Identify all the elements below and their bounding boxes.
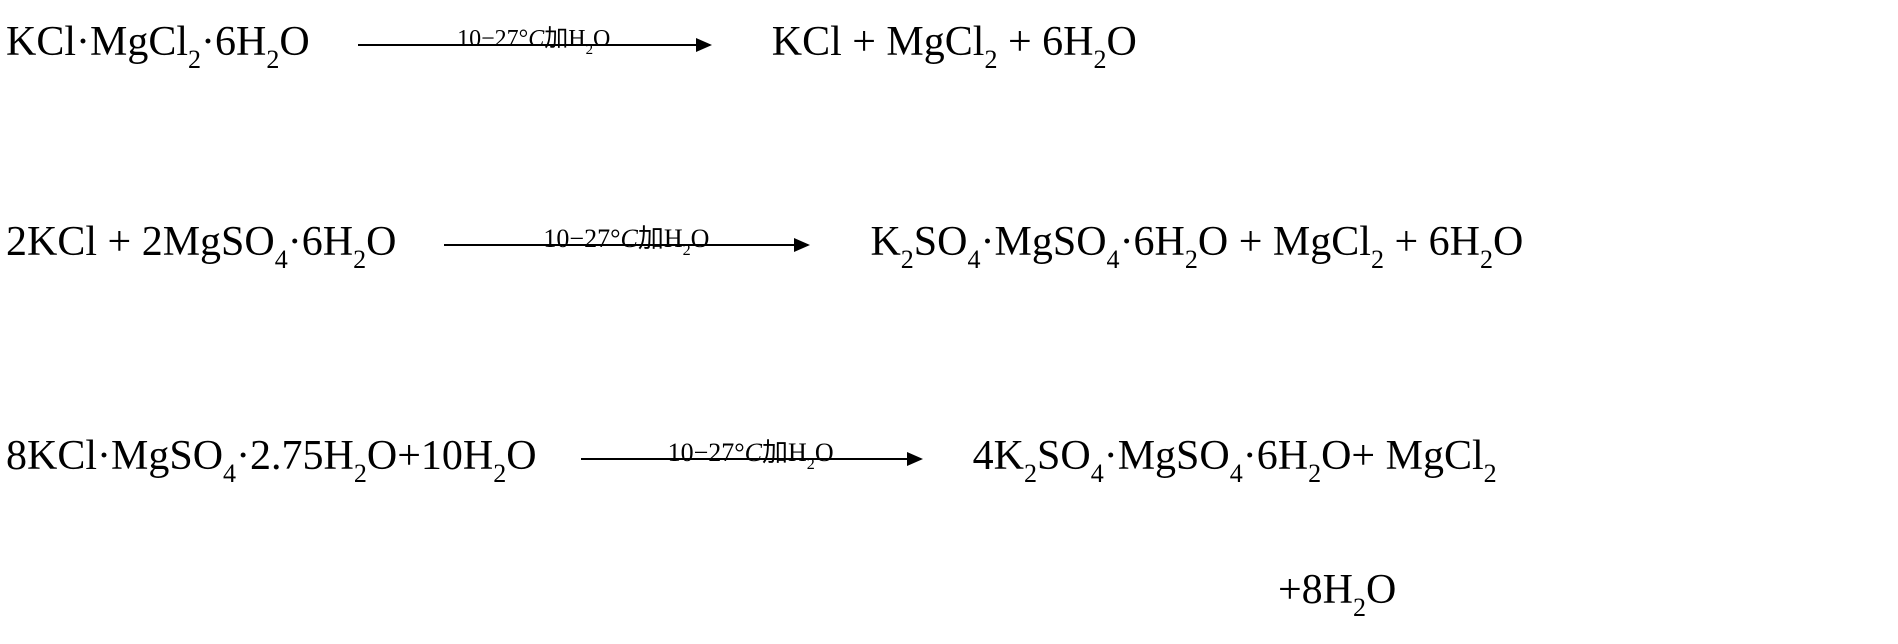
subscript: 2 (1024, 459, 1037, 488)
formula-text: ·MgSO (981, 219, 1107, 265)
formula-text: C (745, 438, 762, 467)
equation-rhs: KCl + MgCl2 + 6H2O (772, 18, 1137, 71)
subscript: 2 (493, 459, 506, 488)
formula-text: + 6H (1384, 219, 1480, 265)
equation-row: 8KCl·MgSO4·2.75H2O+10H2O10−27°C加H2O4K2SO… (6, 432, 1898, 485)
formula-text: 10−27° (457, 26, 528, 52)
arrow-condition-label: 10−27°C加H2O (444, 218, 808, 258)
reaction-arrow: 10−27°C加H2O (444, 244, 808, 246)
page: KCl·MgCl2·6H2O10−27°C加H2OKCl + MgCl2 + 6… (0, 0, 1898, 644)
formula-text: +8H (1278, 567, 1353, 613)
subscript: 2 (353, 245, 366, 274)
arrow-condition-label: 10−27°C加H2O (581, 432, 921, 472)
formula-text: 4K (973, 433, 1024, 479)
subscript: 2 (1484, 459, 1497, 488)
equation-rhs-continuation: +8H2O (1278, 566, 1898, 619)
arrow-line (581, 458, 921, 460)
formula-text: O (1366, 567, 1396, 613)
formula-text: 10−27° (668, 438, 745, 467)
subscript: 2 (1308, 459, 1321, 488)
formula-text: ·6H (201, 19, 266, 65)
subscript: 4 (1107, 245, 1120, 274)
formula-text: C (528, 26, 544, 52)
reaction-arrow: 10−27°C加H2O (581, 458, 921, 460)
subscript: 4 (1091, 459, 1104, 488)
subscript: 2 (354, 459, 367, 488)
formula-text: + 6H (997, 19, 1093, 65)
equation-lhs: 8KCl·MgSO4·2.75H2O+10H2O (6, 432, 537, 485)
equation-row: 2KCl + 2MgSO4·6H2O10−27°C加H2OK2SO4·MgSO4… (6, 218, 1898, 271)
arrow-head-icon (696, 38, 712, 52)
formula-text: O+ MgCl (1321, 433, 1484, 479)
subscript: 2 (188, 45, 201, 74)
formula-text: SO (1037, 433, 1091, 479)
formula-text: O (1107, 19, 1137, 65)
subscript: 4 (1230, 459, 1243, 488)
equation-row: KCl·MgCl2·6H2O10−27°C加H2OKCl + MgCl2 + 6… (6, 18, 1898, 71)
subscript: 2 (1371, 245, 1384, 274)
formula-text: O (815, 438, 834, 467)
subscript: 2 (1480, 245, 1493, 274)
arrow-line (358, 44, 710, 46)
subscript: 2 (1185, 245, 1198, 274)
formula-text: O (1493, 219, 1523, 265)
formula-text: O (506, 433, 536, 479)
formula-text: 2KCl + 2MgSO (6, 219, 275, 265)
formula-text: O (279, 19, 309, 65)
reaction-arrow: 10−27°C加H2O (358, 44, 710, 46)
formula-text: KCl + MgCl (772, 19, 985, 65)
equation-rhs: 4K2SO4·MgSO4·6H2O+ MgCl2 (973, 432, 1497, 485)
arrow-head-icon (907, 452, 923, 466)
subscript: 2 (1353, 593, 1366, 622)
formula-text: O (593, 26, 610, 52)
formula-text: C (620, 224, 637, 253)
subscript: 4 (275, 245, 288, 274)
equation-lhs: 2KCl + 2MgSO4·6H2O (6, 218, 396, 271)
arrow-head-icon (794, 238, 810, 252)
formula-text: 8KCl·MgSO (6, 433, 223, 479)
formula-text: ·6H (1120, 219, 1185, 265)
formula-text: 10−27° (543, 224, 620, 253)
formula-text: O + MgCl (1198, 219, 1371, 265)
formula-text: SO (914, 219, 968, 265)
formula-text: ·6H (1243, 433, 1308, 479)
arrow-condition-label: 10−27°C加H2O (358, 18, 710, 57)
formula-text: ·MgSO (1104, 433, 1230, 479)
formula-text: K (870, 219, 900, 265)
subscript: 2 (266, 45, 279, 74)
arrow-line (444, 244, 808, 246)
subscript: 4 (223, 459, 236, 488)
formula-text: O+10H (367, 433, 493, 479)
formula-text: O (691, 224, 710, 253)
formula-text: 加H (762, 438, 807, 467)
formula-text: ·2.75H (236, 433, 354, 479)
subscript: 2 (1094, 45, 1107, 74)
formula-text: 加H (544, 26, 585, 52)
equation-rhs: K2SO4·MgSO4·6H2O + MgCl2 + 6H2O (870, 218, 1523, 271)
subscript: 2 (901, 245, 914, 274)
subscript: 4 (968, 245, 981, 274)
formula-text: 加H (638, 224, 683, 253)
subscript: 2 (984, 45, 997, 74)
formula-text: ·6H (288, 219, 353, 265)
formula-text: KCl·MgCl (6, 19, 188, 65)
equation-lhs: KCl·MgCl2·6H2O (6, 18, 310, 71)
formula-text: O (366, 219, 396, 265)
